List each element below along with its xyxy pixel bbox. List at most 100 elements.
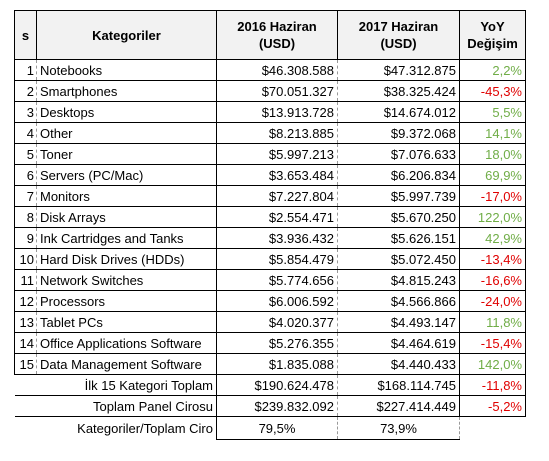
table-row: İlk 15 Kategori Toplam $190.624.478 $168.1… bbox=[14, 374, 526, 396]
table-cell: Other bbox=[36, 122, 217, 144]
table-cell: 2 bbox=[14, 80, 37, 102]
table-row: 1 Notebooks $46.308.588 $47.312.875 2,2% bbox=[14, 59, 526, 81]
table-row: 7 Monitors $7.227.804 $5.997.739 -17,0% bbox=[14, 185, 526, 207]
table-cell: $46.308.588 bbox=[216, 59, 338, 81]
table-cell: 79,5% bbox=[216, 416, 338, 440]
table-cell: 4 bbox=[14, 122, 37, 144]
table-cell: 8 bbox=[14, 206, 37, 228]
table-cell: 69,9% bbox=[459, 164, 526, 186]
table-cell: 5 bbox=[14, 143, 37, 165]
table-cell: $2.554.471 bbox=[216, 206, 338, 228]
table-row: 13 Tablet PCs $4.020.377 $4.493.147 11,8% bbox=[14, 311, 526, 333]
table-row: 10 Hard Disk Drives (HDDs) $5.854.479 $5.07… bbox=[14, 248, 526, 270]
table-row: 6 Servers (PC/Mac) $3.653.484 $6.206.834 69,… bbox=[14, 164, 526, 186]
table-cell: Toner bbox=[36, 143, 217, 165]
header-cell: 2017 Haziran (USD) bbox=[337, 10, 460, 60]
table-cell: Ink Cartridges and Tanks bbox=[36, 227, 217, 249]
table-cell: $9.372.068 bbox=[337, 122, 460, 144]
table-cell: 142,0% bbox=[459, 353, 526, 375]
table-row: 2 Smartphones $70.051.327 $38.325.424 -45,3% bbox=[14, 80, 526, 102]
table-cell: $168.114.745 bbox=[337, 374, 460, 396]
header-cell: YoY Değişim bbox=[459, 10, 526, 60]
table-row: Toplam Panel Cirosu $239.832.092 $227.414.… bbox=[14, 395, 526, 417]
table-row: 14 Office Applications Software $5.276.355… bbox=[14, 332, 526, 354]
table-cell: 14 bbox=[14, 332, 37, 354]
table-cell: $6.206.834 bbox=[337, 164, 460, 186]
table-cell: $239.832.092 bbox=[216, 395, 338, 417]
table-cell: $4.020.377 bbox=[216, 311, 338, 333]
table-cell: Processors bbox=[36, 290, 217, 312]
table-cell: Tablet PCs bbox=[36, 311, 217, 333]
table-cell: $5.774.656 bbox=[216, 269, 338, 291]
table-cell: Monitors bbox=[36, 185, 217, 207]
table-cell: $5.072.450 bbox=[337, 248, 460, 270]
table-cell: 13 bbox=[14, 311, 37, 333]
table-cell: $13.913.728 bbox=[216, 101, 338, 123]
table-cell: -11,8% bbox=[459, 374, 526, 396]
table-cell: $190.624.478 bbox=[216, 374, 338, 396]
table-cell: -17,0% bbox=[459, 185, 526, 207]
sales-table: s Kategoriler 2016 Haziran (USD) 2017 Ha… bbox=[14, 10, 526, 440]
table-row: Kategoriler/Toplam Ciro 79,5% 73,9% bbox=[14, 416, 526, 440]
table-cell: 18,0% bbox=[459, 143, 526, 165]
table-row: 9 Ink Cartridges and Tanks $3.936.432 $5.62… bbox=[14, 227, 526, 249]
table-cell: $5.997.213 bbox=[216, 143, 338, 165]
table-cell: 14,1% bbox=[459, 122, 526, 144]
table-cell: 9 bbox=[14, 227, 37, 249]
table-cell: 122,0% bbox=[459, 206, 526, 228]
table-cell bbox=[460, 417, 526, 440]
table-cell: -5,2% bbox=[459, 395, 526, 417]
table-cell: 3 bbox=[14, 101, 37, 123]
table-cell: $4.493.147 bbox=[337, 311, 460, 333]
table-cell: $7.076.633 bbox=[337, 143, 460, 165]
table-cell: Servers (PC/Mac) bbox=[36, 164, 217, 186]
table-cell: 10 bbox=[14, 248, 37, 270]
table-cell: Network Switches bbox=[36, 269, 217, 291]
table-cell: $5.997.739 bbox=[337, 185, 460, 207]
table-cell: $3.936.432 bbox=[216, 227, 338, 249]
header-cell: s bbox=[14, 10, 37, 60]
table-cell: $38.325.424 bbox=[337, 80, 460, 102]
table-cell: 1 bbox=[14, 59, 37, 81]
table-cell: $4.566.866 bbox=[337, 290, 460, 312]
table-row: 8 Disk Arrays $2.554.471 $5.670.250 122,0% bbox=[14, 206, 526, 228]
table-cell: $70.051.327 bbox=[216, 80, 338, 102]
table-cell: 15 bbox=[14, 353, 37, 375]
table-cell: Data Management Software bbox=[36, 353, 217, 375]
header-row: s Kategoriler 2016 Haziran (USD) 2017 Ha… bbox=[14, 10, 526, 60]
table-cell: $5.670.250 bbox=[337, 206, 460, 228]
table-cell: Toplam Panel Cirosu bbox=[14, 395, 217, 417]
table-cell: $47.312.875 bbox=[337, 59, 460, 81]
table-row: 12 Processors $6.006.592 $4.566.866 -24,0% bbox=[14, 290, 526, 312]
table-cell: $4.464.619 bbox=[337, 332, 460, 354]
table-row: 5 Toner $5.997.213 $7.076.633 18,0% bbox=[14, 143, 526, 165]
table-cell: Office Applications Software bbox=[36, 332, 217, 354]
table-cell: 42,9% bbox=[459, 227, 526, 249]
table-row: 11 Network Switches $5.774.656 $4.815.243 -1… bbox=[14, 269, 526, 291]
table-cell: $1.835.088 bbox=[216, 353, 338, 375]
table-cell: 11,8% bbox=[459, 311, 526, 333]
table-cell: 6 bbox=[14, 164, 37, 186]
table-cell: $227.414.449 bbox=[337, 395, 460, 417]
table-cell: $5.854.479 bbox=[216, 248, 338, 270]
table-cell: $8.213.885 bbox=[216, 122, 338, 144]
table-cell: $4.440.433 bbox=[337, 353, 460, 375]
header-cell: Kategoriler bbox=[36, 10, 217, 60]
table-cell: $5.626.151 bbox=[337, 227, 460, 249]
table-body: 1 Notebooks $46.308.588 $47.312.875 2,2% 2 Sma… bbox=[14, 59, 526, 440]
table-cell: -13,4% bbox=[459, 248, 526, 270]
table-cell: $3.653.484 bbox=[216, 164, 338, 186]
table-cell: 73,9% bbox=[337, 416, 460, 440]
table-cell: -24,0% bbox=[459, 290, 526, 312]
table-cell: 11 bbox=[14, 269, 37, 291]
table-row: 15 Data Management Software $1.835.088 $4.4… bbox=[14, 353, 526, 375]
table-cell: 2,2% bbox=[459, 59, 526, 81]
header-cell: 2016 Haziran (USD) bbox=[216, 10, 338, 60]
table-cell: Kategoriler/Toplam Ciro bbox=[14, 416, 217, 440]
table-cell: Desktops bbox=[36, 101, 217, 123]
table-cell: Notebooks bbox=[36, 59, 217, 81]
table-cell: $7.227.804 bbox=[216, 185, 338, 207]
table-cell: $6.006.592 bbox=[216, 290, 338, 312]
table-cell: $14.674.012 bbox=[337, 101, 460, 123]
